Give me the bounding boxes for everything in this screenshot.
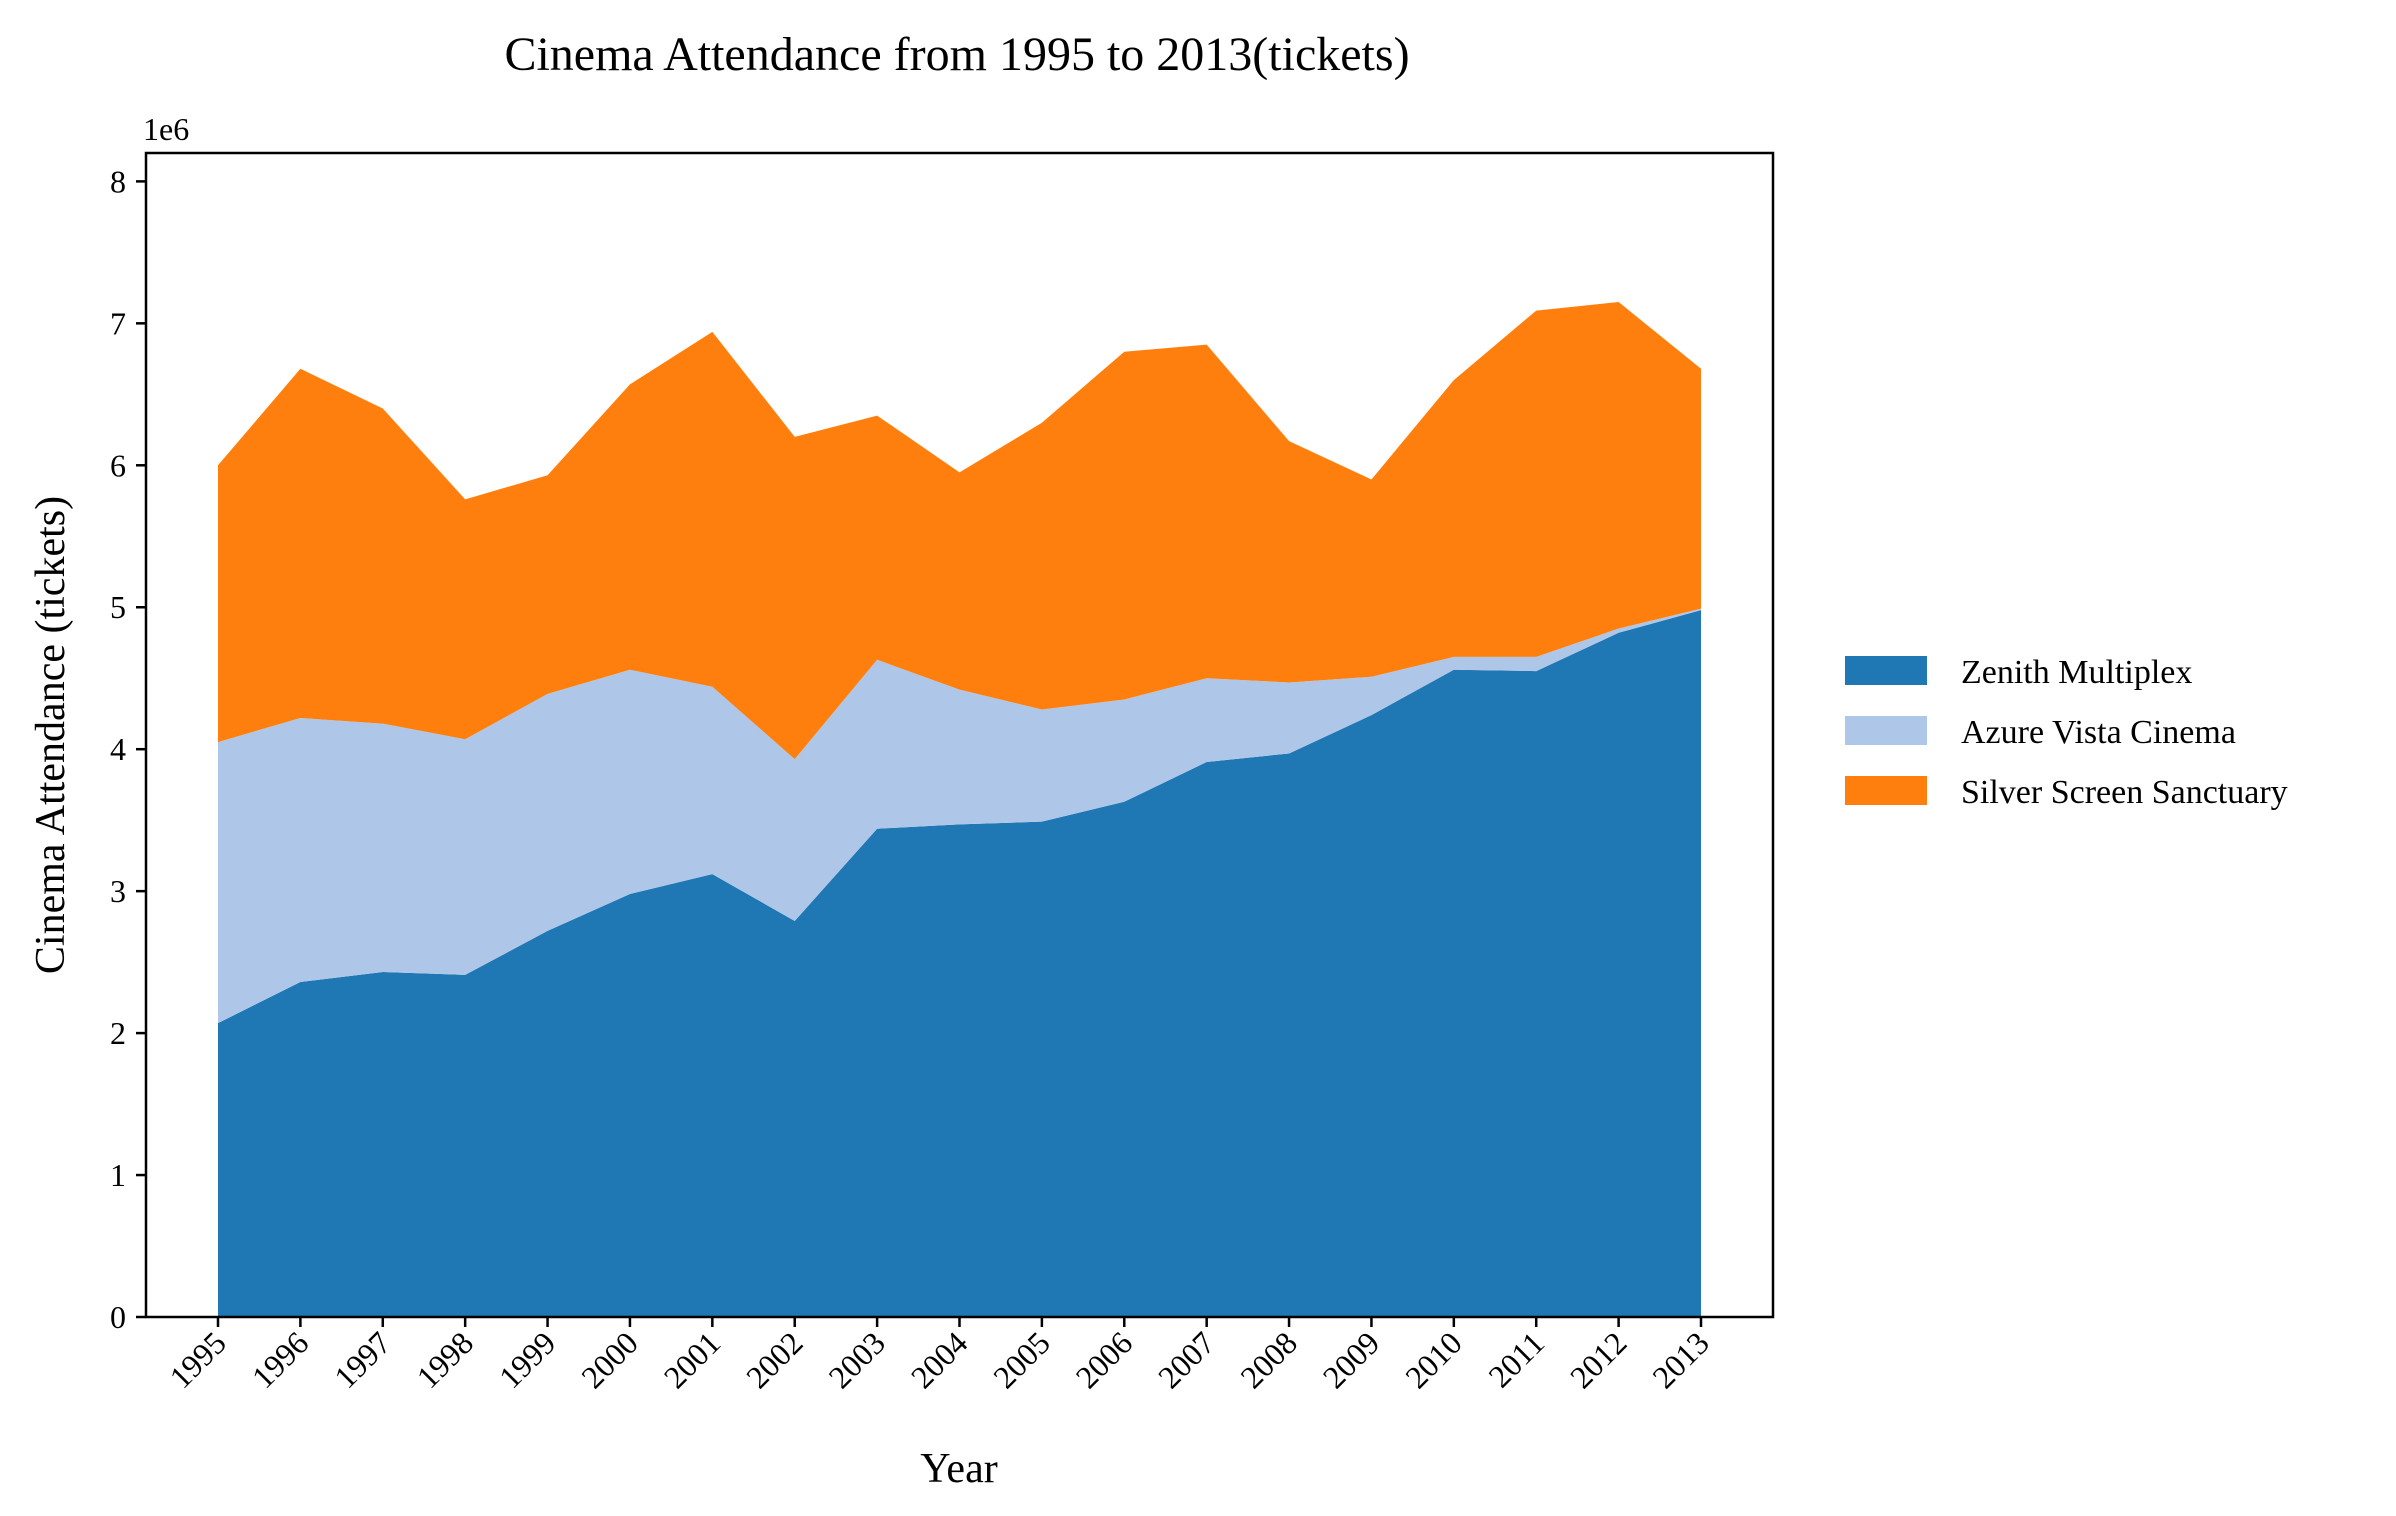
x-tick-label: 2007 bbox=[1151, 1324, 1222, 1395]
y-tick-label: 8 bbox=[110, 163, 126, 199]
x-tick-label: 2013 bbox=[1645, 1324, 1716, 1395]
x-tick-label: 2001 bbox=[657, 1324, 728, 1395]
x-tick-label: 2004 bbox=[904, 1324, 975, 1395]
x-tick-label: 1999 bbox=[492, 1324, 563, 1395]
x-tick-label: 1998 bbox=[409, 1324, 480, 1395]
x-axis: 1995 1996 1997 1998 1999 2000 2001 2002 2003 2004… bbox=[162, 1317, 1716, 1395]
y-tick-label: 0 bbox=[110, 1299, 126, 1335]
legend-swatch bbox=[1845, 776, 1927, 805]
legend-swatch bbox=[1845, 716, 1927, 745]
x-tick-label: 1996 bbox=[245, 1324, 316, 1395]
area-azure-vista-cinema bbox=[218, 608, 1701, 1024]
x-tick-label: 2008 bbox=[1233, 1324, 1304, 1395]
y-tick-label: 5 bbox=[110, 589, 126, 625]
legend-label: Azure Vista Cinema bbox=[1961, 714, 2236, 751]
x-axis-title: Year bbox=[920, 1446, 997, 1492]
y-tick-label: 6 bbox=[110, 447, 126, 483]
x-tick-label: 1997 bbox=[327, 1324, 398, 1395]
y-axis-title: Cinema Attendance (tickets) bbox=[28, 496, 74, 974]
legend-label: Zenith Multiplex bbox=[1961, 654, 2192, 691]
x-tick-label: 2011 bbox=[1481, 1324, 1551, 1394]
y-axis: 0 1 2 3 4 5 6 7 8 bbox=[110, 163, 146, 1335]
legend: Zenith Multiplex Azure Vista Cinema Silver… bbox=[1845, 654, 2288, 811]
x-tick-label: 2005 bbox=[986, 1324, 1057, 1395]
y-tick-label: 7 bbox=[110, 305, 126, 341]
x-tick-label: 1995 bbox=[162, 1324, 233, 1395]
x-tick-label: 2012 bbox=[1563, 1324, 1634, 1395]
legend-label: Silver Screen Sanctuary bbox=[1961, 774, 2288, 811]
x-tick-label: 2003 bbox=[821, 1324, 892, 1395]
area-layers bbox=[218, 302, 1701, 1317]
area-zenith-multiplex bbox=[218, 610, 1701, 1317]
x-tick-label: 2010 bbox=[1398, 1324, 1469, 1395]
area-silver-screen-sanctuary bbox=[218, 302, 1701, 760]
x-tick-label: 2000 bbox=[574, 1324, 645, 1395]
x-tick-label: 2009 bbox=[1316, 1324, 1387, 1395]
y-scale-label: 1e6 bbox=[143, 111, 189, 147]
x-tick-label: 2006 bbox=[1069, 1324, 1140, 1395]
y-tick-label: 4 bbox=[110, 731, 126, 767]
legend-swatch bbox=[1845, 656, 1927, 685]
x-tick-label: 2002 bbox=[739, 1324, 810, 1395]
y-tick-label: 2 bbox=[110, 1015, 126, 1051]
chart-title: Cinema Attendance from 1995 to 2013(tick… bbox=[504, 28, 1409, 81]
y-tick-label: 1 bbox=[110, 1157, 126, 1193]
y-tick-label: 3 bbox=[110, 873, 126, 909]
